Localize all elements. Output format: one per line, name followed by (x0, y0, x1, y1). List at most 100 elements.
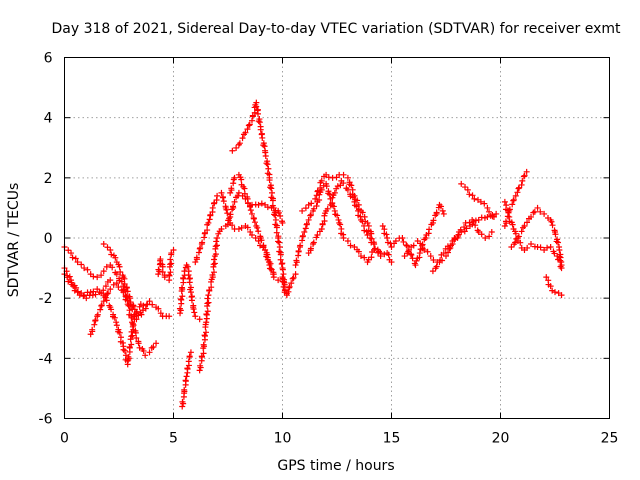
data-point (196, 316, 203, 323)
data-point (392, 238, 399, 245)
data-point (439, 257, 446, 264)
data-point (277, 256, 284, 263)
data-point (121, 275, 128, 282)
data-point (121, 281, 128, 288)
data-point (242, 129, 249, 136)
series-arc16 (379, 201, 447, 269)
data-point (247, 228, 254, 235)
data-point (372, 245, 379, 252)
data-point (149, 301, 156, 308)
data-point (458, 180, 465, 187)
data-point (433, 209, 440, 216)
y-tick-label: 0 (44, 231, 53, 247)
data-point (344, 174, 351, 181)
data-point (68, 250, 75, 257)
tick-labels: 0 5 10 15 20 25 -6 -4 -2 0 2 4 6 (39, 51, 619, 447)
data-point (108, 251, 115, 258)
y-axis-label: SDTVAR / TECUs (6, 183, 22, 298)
data-point (445, 249, 452, 256)
data-point (340, 180, 347, 187)
data-point (105, 290, 112, 297)
data-point (230, 180, 237, 187)
data-point (188, 297, 195, 304)
data-point (94, 274, 101, 281)
data-point (297, 242, 304, 249)
data-point (421, 247, 428, 254)
data-point (404, 242, 411, 249)
data-point (65, 247, 72, 254)
data-point (104, 244, 111, 251)
data-point (508, 244, 515, 251)
data-point (187, 349, 194, 356)
data-point (227, 211, 234, 218)
data-point (193, 254, 200, 261)
data-point (486, 233, 493, 240)
data-point (100, 287, 107, 294)
data-point (179, 293, 186, 300)
data-point (64, 274, 71, 281)
data-point (168, 260, 175, 267)
data-point (272, 216, 279, 223)
grid-lines (64, 57, 610, 419)
data-point (367, 234, 374, 241)
data-point (509, 221, 516, 228)
data-point (113, 319, 120, 326)
data-point (405, 248, 412, 255)
data-point (108, 306, 115, 313)
data-point (424, 248, 431, 255)
data-point (262, 153, 269, 160)
data-point (383, 231, 390, 238)
data-point (231, 198, 238, 205)
data-point (140, 347, 147, 354)
data-point (139, 307, 146, 314)
data-point (299, 232, 306, 239)
data-point (248, 231, 255, 238)
data-point (176, 305, 183, 312)
data-point (132, 329, 139, 336)
data-point (292, 262, 299, 269)
data-point (69, 254, 76, 261)
data-point (238, 176, 245, 183)
data-point (331, 189, 338, 196)
data-point (128, 328, 135, 335)
data-point (244, 126, 251, 133)
data-point (384, 235, 391, 241)
data-point (484, 213, 491, 220)
data-point (121, 347, 128, 354)
data-point (96, 289, 103, 296)
data-point (230, 203, 237, 210)
data-point (451, 236, 458, 243)
data-point (130, 303, 137, 310)
data-point (184, 263, 191, 270)
data-point (281, 286, 288, 293)
data-point (401, 253, 408, 260)
data-point (155, 305, 162, 312)
data-point (183, 373, 190, 380)
data-point (307, 212, 314, 219)
data-point (547, 283, 554, 290)
data-point (236, 140, 243, 147)
data-point (279, 219, 286, 226)
data-point (429, 268, 436, 275)
data-point (510, 196, 517, 203)
data-point (288, 280, 295, 287)
x-tick-label: 20 (492, 431, 510, 447)
data-point (123, 284, 130, 291)
data-point (197, 244, 204, 251)
data-point (439, 207, 446, 214)
data-point (199, 239, 206, 246)
data-point (218, 225, 225, 232)
data-point (244, 224, 251, 231)
data-point (353, 203, 360, 210)
y-tick-label: 4 (44, 111, 53, 127)
data-point (271, 211, 278, 218)
data-point (112, 254, 119, 261)
data-point (203, 311, 210, 318)
data-point (253, 103, 260, 110)
data-point (269, 197, 276, 204)
data-point (478, 231, 485, 238)
data-point (517, 239, 524, 246)
data-marks (61, 99, 565, 410)
data-point (143, 301, 150, 308)
data-point (471, 195, 478, 202)
